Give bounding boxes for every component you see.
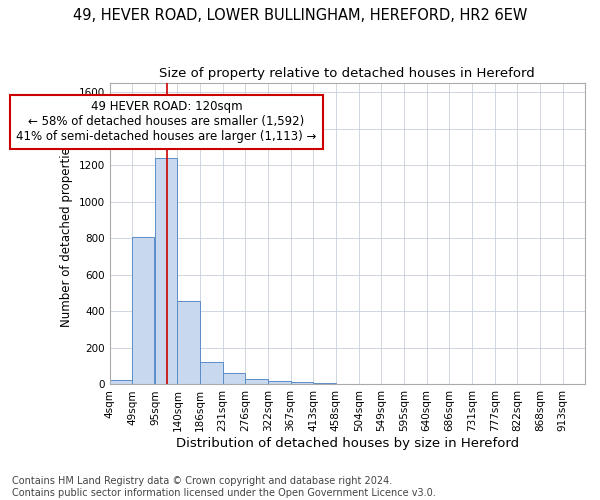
Bar [178,302,200,384]
Bar [155,158,178,384]
Text: 49, HEVER ROAD, LOWER BULLINGHAM, HEREFORD, HR2 6EW: 49, HEVER ROAD, LOWER BULLINGHAM, HEREFO… [73,8,527,22]
Bar [223,374,245,384]
Bar [132,238,154,384]
X-axis label: Distribution of detached houses by size in Hereford: Distribution of detached houses by size … [176,437,519,450]
Y-axis label: Number of detached properties: Number of detached properties [60,141,73,327]
Bar [313,382,336,384]
Bar [110,380,132,384]
Bar [245,380,268,384]
Bar [200,362,223,384]
Text: 49 HEVER ROAD: 120sqm
← 58% of detached houses are smaller (1,592)
41% of semi-d: 49 HEVER ROAD: 120sqm ← 58% of detached … [16,100,317,144]
Text: Contains HM Land Registry data © Crown copyright and database right 2024.
Contai: Contains HM Land Registry data © Crown c… [12,476,436,498]
Title: Size of property relative to detached houses in Hereford: Size of property relative to detached ho… [160,68,535,80]
Bar [268,381,290,384]
Bar [290,382,313,384]
